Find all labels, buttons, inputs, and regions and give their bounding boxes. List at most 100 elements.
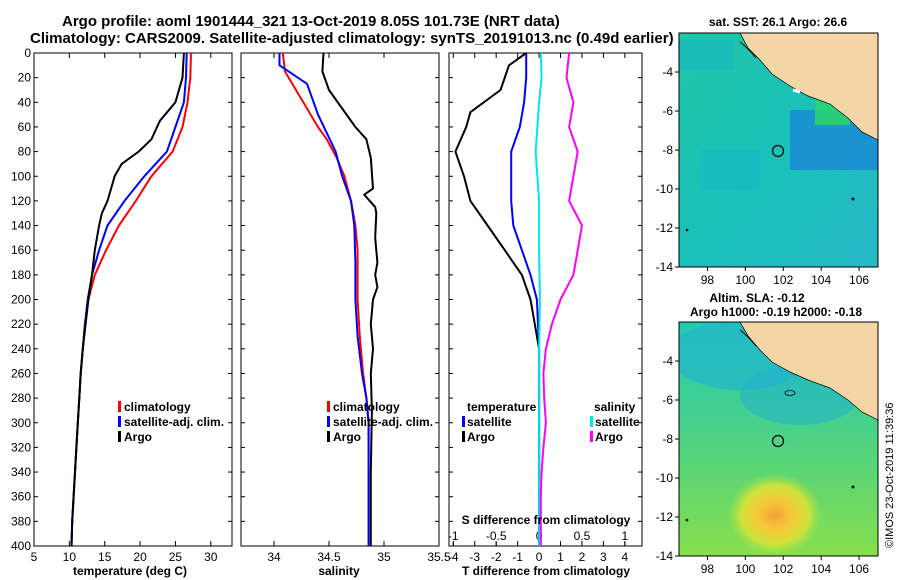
top-x-tick-label: -0.5: [486, 529, 507, 543]
series-line-s-argo: [539, 52, 583, 546]
top-x-tick-label: 1: [622, 529, 629, 543]
temperature-legend: climatology satellite-adj. clim. Argo: [118, 400, 224, 444]
legend-title-salinity: salinity: [594, 400, 636, 414]
map-y-tick-label: -14: [656, 260, 674, 274]
y-tick-label: 380: [11, 514, 31, 528]
legend-label-argo: Argo: [124, 430, 152, 444]
temperature-panel: 5 10 15 20 25 3002040608010012014016018020022…: [11, 46, 233, 578]
x-tick-label: -3: [469, 550, 480, 564]
argo-position-marker: [771, 144, 785, 158]
x-tick-label: 1: [557, 550, 564, 564]
legend-swatch-climatology: [118, 401, 121, 412]
map-y-tick-label: -6: [662, 393, 673, 407]
series-line-t-argo: [454, 52, 541, 546]
map-y-tick-label: -12: [656, 221, 674, 235]
series-line-satellite-adj-clim-: [278, 53, 370, 546]
series-line-s-satellite: [534, 52, 543, 546]
map-y-tick-label: -10: [656, 471, 674, 485]
sst-patch: [700, 150, 760, 190]
legend-swatch-s-satellite: [590, 416, 593, 427]
x-tick-label: -2: [491, 550, 502, 564]
y-tick-label: 120: [11, 194, 31, 208]
map-x-tick-label: 104: [811, 562, 831, 576]
salinity-panel: 34 34.5 35 35.5 salinity climatology satell…: [240, 52, 451, 578]
island-outline: [739, 41, 757, 59]
legend-swatch-climatology: [327, 401, 330, 412]
x-tick-label: 4: [622, 550, 629, 564]
legend-swatch-argo: [327, 431, 330, 442]
sla-map-title: Altim. SLA: -0.12: [709, 291, 805, 305]
legend-swatch-argo: [118, 431, 121, 442]
difference-legend: temperature satellite Argo salinity sate…: [462, 400, 640, 444]
legend-label-t-satellite: satellite: [467, 415, 512, 429]
top-x-tick-label: 0.5: [574, 529, 591, 543]
x-tick-label: 30: [204, 550, 218, 564]
map-x-tick-label: 98: [701, 562, 715, 576]
y-tick-label: 260: [11, 366, 31, 380]
x-tick-label: 34.5: [317, 550, 341, 564]
sla-high-patch: [727, 473, 823, 556]
x-tick-label: 20: [133, 550, 147, 564]
legend-label-satellite: satellite-adj. clim.: [124, 415, 224, 429]
salinity-xlabel: salinity: [318, 564, 360, 578]
y-tick-label: 60: [18, 120, 32, 134]
top-x-tick-label: -1: [448, 529, 459, 543]
temperature-axes-frame: [33, 52, 233, 547]
x-tick-label: 25: [169, 550, 183, 564]
island-outline: [739, 329, 757, 347]
difference-panel: -4 -3 -2 -1 0 1 2 3 4-1 -0.5 0 0.5 1 T difference fr…: [448, 52, 643, 578]
sumatra-land: [739, 322, 878, 421]
y-tick-label: 160: [11, 243, 31, 257]
timestamp: ©IMOS 23-Oct-2019 11:39:36: [884, 403, 896, 548]
argo-position-marker: [771, 434, 785, 448]
y-tick-label: 180: [11, 268, 31, 282]
legend-label-satellite: satellite-adj. clim.: [333, 415, 433, 429]
legend-label-s-satellite: satellite: [595, 415, 640, 429]
y-tick-label: 20: [18, 71, 32, 85]
difference-toplabel: S difference from climatology: [462, 513, 631, 527]
title-line-2: Climatology: CARS2009. Satellite-adjuste…: [30, 30, 674, 47]
island-dot: [851, 485, 855, 489]
series-line-argo: [321, 52, 379, 546]
map-y-tick-label: -14: [656, 549, 674, 563]
legend-swatch-satellite: [118, 416, 121, 427]
x-tick-label: 34: [267, 550, 281, 564]
map-y-tick-label: -12: [656, 510, 674, 524]
x-tick-label: -1: [512, 550, 523, 564]
legend-swatch-s-argo: [590, 431, 593, 442]
y-tick-label: 100: [11, 169, 31, 183]
y-tick-label: 240: [11, 342, 31, 356]
salinity-axes-frame: [240, 52, 440, 547]
sst-patch: [679, 40, 734, 70]
difference-axes-frame: [448, 52, 643, 547]
legend-label-climatology: climatology: [124, 400, 191, 414]
map-x-tick-label: 106: [849, 273, 869, 287]
title-line-1: Argo profile: aoml 1901444_321 13-Oct-20…: [62, 13, 560, 30]
temperature-xlabel: temperature (deg C): [73, 564, 187, 578]
y-tick-label: 280: [11, 391, 31, 405]
x-tick-label: 0: [536, 550, 543, 564]
sst-map: 98 100 102 104 106 -4 -6 -8 -10 -12 -14: [656, 32, 879, 287]
island-dot: [685, 228, 689, 232]
y-tick-label: 40: [18, 95, 32, 109]
y-tick-label: 320: [11, 440, 31, 454]
sumatra-land: [739, 33, 878, 141]
x-tick-label: 5: [31, 550, 38, 564]
island-dot: [685, 518, 689, 522]
map-y-tick-label: -4: [662, 65, 673, 79]
x-tick-label: -4: [448, 550, 459, 564]
map-x-tick-label: 104: [811, 273, 831, 287]
map-x-tick-label: 100: [735, 273, 755, 287]
legend-label-t-argo: Argo: [467, 430, 495, 444]
x-tick-label: 15: [98, 550, 112, 564]
legend-label-s-argo: Argo: [595, 430, 623, 444]
sst-map-title: sat. SST: 26.1 Argo: 26.6: [709, 15, 848, 29]
legend-swatch-t-satellite: [462, 416, 465, 427]
cloud-mask: [792, 88, 801, 94]
map-y-tick-label: -6: [662, 104, 673, 118]
map-x-tick-label: 98: [701, 273, 715, 287]
map-y-tick-label: -4: [662, 354, 673, 368]
map-y-tick-label: -8: [662, 432, 673, 446]
map-x-tick-label: 102: [773, 562, 793, 576]
legend-swatch-t-argo: [462, 431, 465, 442]
